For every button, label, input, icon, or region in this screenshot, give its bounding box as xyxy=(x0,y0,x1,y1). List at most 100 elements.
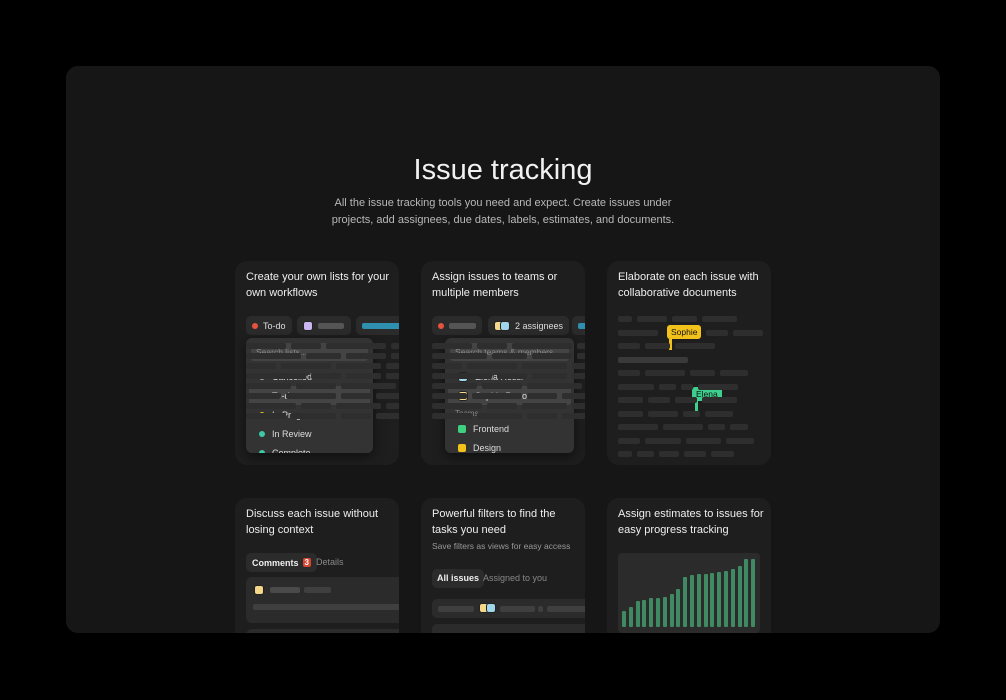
placeholder-bar xyxy=(711,451,734,457)
estimate-bar xyxy=(669,594,674,627)
status-pill-label: To-do xyxy=(263,320,286,331)
placeholder-bar xyxy=(708,424,725,430)
placeholder-bar xyxy=(246,353,301,359)
status-option[interactable]: Complete xyxy=(249,443,370,453)
avatar-icon xyxy=(486,603,496,613)
placeholder-bar xyxy=(705,410,733,417)
placeholder-bar xyxy=(391,353,399,359)
placeholder-bar xyxy=(572,373,585,379)
placeholder-bar xyxy=(448,322,476,329)
placeholder-bar xyxy=(246,343,286,349)
progress-chart xyxy=(618,553,760,633)
placeholder-bar xyxy=(577,343,585,349)
comment-count-badge: 3 xyxy=(302,558,311,567)
tab-comments[interactable]: Comments 3 xyxy=(246,553,317,572)
placeholder-bar xyxy=(472,393,522,399)
placeholder-bar xyxy=(477,343,507,349)
issue-row[interactable] xyxy=(432,624,585,633)
placeholder-bar xyxy=(304,587,331,593)
placeholder-bar xyxy=(522,403,567,409)
tab-all-issues[interactable]: All issues xyxy=(432,569,485,588)
placeholder-bar xyxy=(706,329,728,336)
placeholder-bar xyxy=(246,373,306,379)
placeholder-bar xyxy=(663,424,703,430)
placeholder-bar xyxy=(702,397,737,403)
placeholder-bar xyxy=(432,373,492,379)
estimate-bar xyxy=(696,573,701,627)
placeholder-bar xyxy=(326,343,386,349)
estimate-bar xyxy=(710,572,715,627)
status-pill[interactable] xyxy=(432,316,482,335)
placeholder-bar xyxy=(386,403,399,409)
placeholder-bar xyxy=(618,316,632,322)
placeholder-bar xyxy=(618,424,658,430)
comment-item xyxy=(246,629,399,633)
label-bar xyxy=(362,322,399,329)
placeholder-bar xyxy=(527,413,557,419)
placeholder-bar xyxy=(686,437,721,444)
placeholder-bar xyxy=(637,316,667,322)
subtitle-line-1: All the issue tracking tools you need an… xyxy=(334,197,672,209)
placeholder-bar xyxy=(286,393,336,399)
label-pill[interactable] xyxy=(356,316,399,335)
placeholder-bar xyxy=(432,413,472,419)
card-assign-issues: Assign issues to teams or multiple membe… xyxy=(421,261,585,465)
status-option[interactable]: In Review xyxy=(249,424,370,443)
placeholder-bar xyxy=(562,413,585,419)
placeholder-bar xyxy=(726,437,754,444)
team-option[interactable]: Frontend xyxy=(448,419,571,438)
placeholder-bar xyxy=(497,373,527,379)
placeholder-bar xyxy=(527,383,582,389)
assignees-pill[interactable]: 2 assignees xyxy=(488,316,570,335)
team-label: Design xyxy=(473,442,502,453)
card-title: Assign issues to teams or multiple membe… xyxy=(432,271,558,299)
card-title: Elaborate on each issue with collaborati… xyxy=(618,271,759,299)
estimate-bar xyxy=(662,597,667,627)
tab-assigned-to-you[interactable]: Assigned to you xyxy=(483,573,548,583)
placeholder-bar xyxy=(618,370,640,376)
status-label: In Review xyxy=(272,428,312,439)
placeholder-bar xyxy=(648,410,678,417)
placeholder-bar xyxy=(246,383,291,389)
estimate-bar xyxy=(737,565,742,627)
label-bar xyxy=(578,322,585,329)
assignee-pill[interactable] xyxy=(297,316,351,335)
placeholder-bar xyxy=(618,329,658,336)
placeholder-bar xyxy=(341,383,396,389)
placeholder-bar xyxy=(512,343,572,349)
placeholder-bar xyxy=(291,343,321,349)
estimate-bar xyxy=(744,559,749,627)
estimate-bar xyxy=(730,568,735,627)
avatar-icon xyxy=(303,320,313,331)
placeholder-bar xyxy=(659,383,676,390)
placeholder-bar xyxy=(500,606,535,612)
placeholder-bar xyxy=(432,383,477,389)
placeholder-bar xyxy=(645,343,670,349)
page-subtitle: All the issue tracking tools you need an… xyxy=(66,195,940,228)
team-label: Frontend xyxy=(473,423,510,434)
cursor-stem-sophie xyxy=(669,339,672,350)
placeholder-bar xyxy=(432,393,467,399)
tab-details[interactable]: Details xyxy=(316,557,344,567)
placeholder-bar xyxy=(618,343,640,349)
placeholder-bar xyxy=(702,316,737,322)
placeholder-bar xyxy=(246,413,286,419)
cursor-tag-sophie: Sophie xyxy=(667,325,702,339)
placeholder-bar xyxy=(246,403,296,409)
placeholder-bar xyxy=(618,410,643,417)
subtitle-line-2: projects, add assignees, due dates, labe… xyxy=(331,213,675,226)
placeholder-bar xyxy=(522,363,567,369)
status-pill[interactable]: To-do xyxy=(246,316,292,335)
team-option[interactable]: Design xyxy=(448,438,571,453)
placeholder-bar xyxy=(681,383,693,390)
issue-row[interactable] xyxy=(432,599,585,618)
estimate-bar xyxy=(628,606,633,627)
placeholder-bar xyxy=(684,451,706,457)
placeholder-bar xyxy=(532,353,572,359)
placeholder-bar xyxy=(386,373,399,379)
placeholder-bar xyxy=(306,353,341,359)
card-estimates: Assign estimates to issues for easy prog… xyxy=(607,498,771,633)
placeholder-bar xyxy=(618,383,654,390)
card-title: Discuss each issue without losing contex… xyxy=(246,508,379,536)
label-pill[interactable] xyxy=(572,316,585,335)
